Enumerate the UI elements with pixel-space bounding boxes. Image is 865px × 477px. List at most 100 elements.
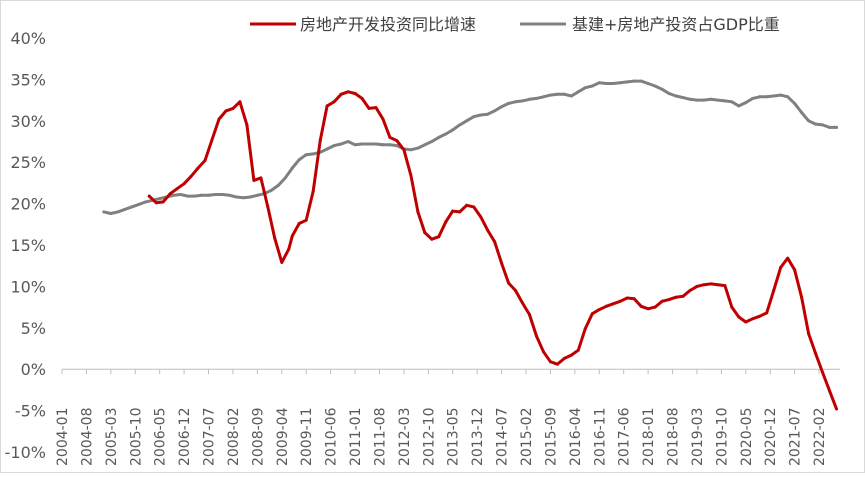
data-point [109, 212, 113, 215]
data-point [290, 234, 294, 238]
data-point [514, 289, 517, 292]
data-point [562, 356, 566, 360]
x-tick-label: 2009-11 [299, 408, 315, 467]
x-tick-label: 2006-05 [153, 408, 169, 467]
data-point [388, 143, 392, 147]
y-tick-label: 20% [10, 195, 46, 214]
data-point [660, 299, 664, 303]
data-point [681, 294, 685, 298]
data-point [252, 178, 256, 182]
data-point [597, 81, 601, 85]
data-point [280, 260, 284, 264]
y-tick-label: 5% [21, 319, 46, 338]
legend-label-0: 房地产开发投资同比增速 [300, 15, 476, 34]
data-point [744, 320, 748, 324]
data-point [193, 194, 197, 198]
data-point [583, 86, 587, 90]
data-point [674, 295, 678, 299]
x-tick-label: 2012-03 [397, 408, 413, 467]
y-tick-label: 40% [10, 29, 46, 48]
data-point [639, 79, 643, 83]
data-point [772, 289, 776, 292]
x-tick-label: 2021-07 [788, 408, 804, 467]
data-point [702, 98, 706, 102]
data-point [210, 138, 214, 142]
data-point [514, 100, 517, 104]
data-point [751, 96, 755, 100]
data-point [507, 101, 511, 105]
data-point [332, 144, 336, 148]
data-point [332, 100, 336, 104]
data-point [221, 193, 224, 196]
data-point [402, 148, 406, 152]
y-tick-label: 30% [10, 112, 46, 131]
data-point [542, 350, 545, 354]
data-point [751, 317, 755, 321]
data-point [535, 334, 538, 338]
data-point [353, 143, 357, 147]
x-tick-label: 2018-01 [641, 408, 657, 467]
data-point [779, 265, 783, 269]
data-point [611, 82, 615, 85]
x-tick-label: 2014-07 [495, 408, 511, 466]
data-point [758, 314, 762, 318]
y-tick-label: 15% [10, 236, 46, 255]
data-point [835, 125, 838, 129]
data-point [217, 117, 221, 121]
x-tick-label: 2007-07 [202, 408, 218, 467]
x-tick-label: 2004-01 [55, 408, 71, 467]
data-point [688, 97, 692, 101]
data-point [147, 194, 151, 198]
x-tick-label: 2011-01 [348, 408, 364, 467]
x-tick-label: 2019-10 [714, 408, 730, 467]
data-point [346, 140, 350, 143]
data-point [702, 283, 706, 287]
data-point [224, 109, 228, 113]
data-point [744, 101, 748, 105]
data-point [374, 106, 378, 110]
data-point [828, 125, 831, 129]
data-point [458, 210, 462, 214]
x-tick-label: 2013-12 [470, 408, 486, 466]
data-point [786, 256, 790, 260]
data-point [828, 389, 831, 393]
data-point [611, 302, 615, 306]
data-point [465, 119, 469, 123]
data-point [154, 201, 158, 205]
data-point [465, 203, 469, 207]
data-point [207, 193, 210, 197]
x-tick-label: 2011-08 [372, 408, 388, 467]
data-point [259, 176, 263, 180]
data-point [821, 123, 825, 127]
data-point [632, 79, 636, 83]
data-point [196, 166, 200, 170]
data-point [646, 82, 650, 85]
data-point [297, 222, 301, 225]
data-point [521, 301, 524, 305]
data-point [409, 173, 413, 177]
data-point [618, 81, 622, 85]
x-tick-label: 2004-08 [79, 408, 95, 467]
data-point [458, 123, 462, 127]
data-point [569, 94, 573, 98]
data-point [667, 298, 671, 302]
data-point [618, 299, 622, 303]
data-point [479, 215, 483, 219]
data-point [507, 281, 511, 285]
data-point [339, 92, 343, 96]
data-point [737, 104, 741, 108]
x-tick-label: 2008-09 [250, 408, 266, 467]
data-point [576, 348, 580, 352]
x-tick-label: 2016-04 [568, 407, 584, 466]
data-point [444, 132, 448, 136]
data-point [276, 183, 280, 187]
data-point [814, 352, 818, 355]
data-point [430, 140, 434, 143]
data-point [255, 193, 259, 197]
data-point [660, 87, 664, 91]
data-point [548, 93, 552, 97]
x-tick-label: 2019-03 [690, 408, 706, 467]
data-point [234, 195, 238, 199]
y-tick-label: -5% [15, 402, 46, 421]
